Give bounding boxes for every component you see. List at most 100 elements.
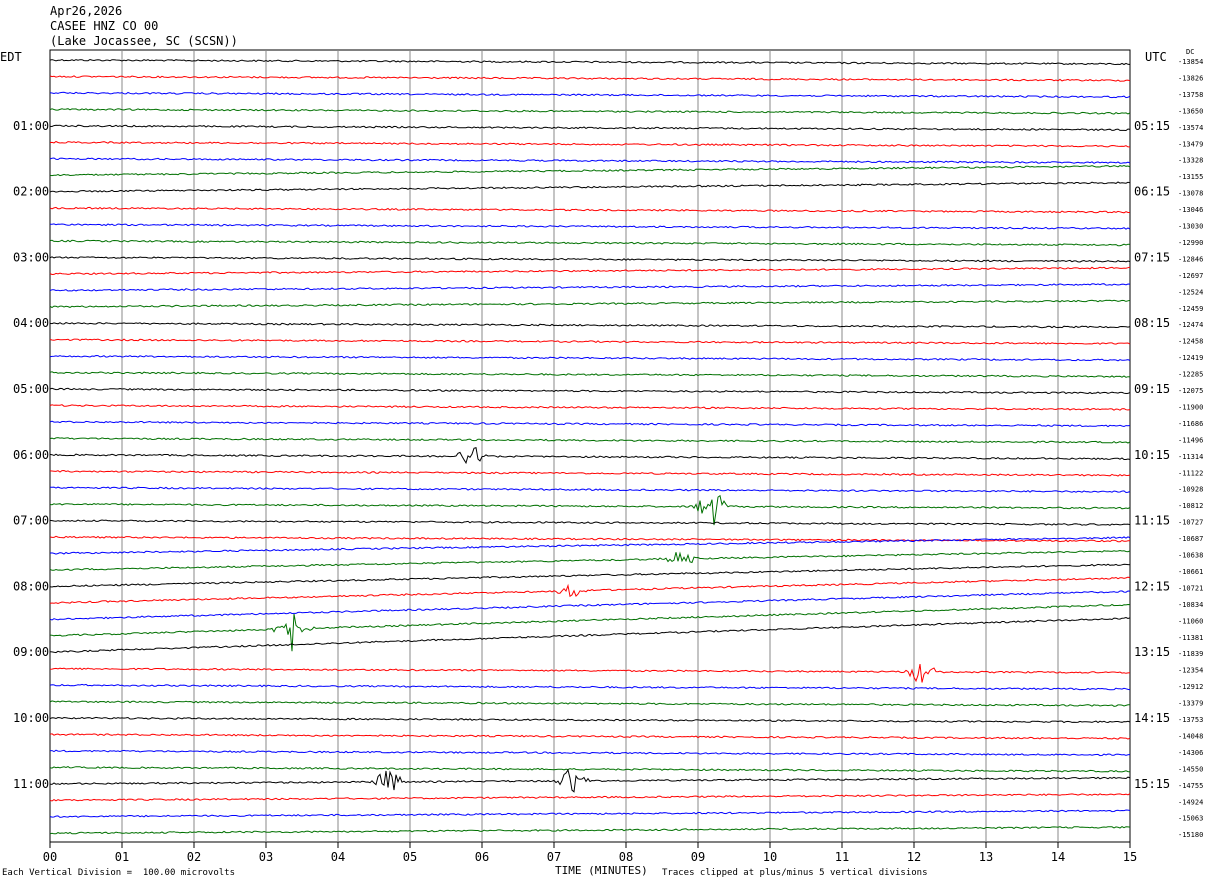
- edt-time-label: 07:00: [13, 514, 49, 528]
- seismic-trace: [49, 768, 1131, 793]
- dc-offset-label: -14755: [1178, 782, 1203, 790]
- dc-offset-label: -12912: [1178, 683, 1203, 691]
- seismic-trace: [49, 164, 1131, 177]
- x-tick-label: 00: [43, 850, 57, 864]
- dc-offset-label: -13379: [1178, 700, 1203, 708]
- edt-time-label: 01:00: [13, 119, 49, 133]
- dc-offset-label: -11381: [1178, 634, 1203, 642]
- seismic-trace: [49, 603, 1131, 652]
- dc-offset-label: -13826: [1178, 74, 1203, 82]
- seismic-trace: [49, 404, 1131, 411]
- dc-offset-label: -14550: [1178, 765, 1203, 773]
- dc-offset-label: -10834: [1178, 601, 1203, 609]
- seismic-trace: [49, 576, 1131, 605]
- dc-offset-label: -13758: [1178, 91, 1203, 99]
- edt-time-label: 08:00: [13, 579, 49, 593]
- seismic-trace: [49, 616, 1131, 654]
- edt-time-label: 09:00: [13, 645, 49, 659]
- edt-time-label: 04:00: [13, 316, 49, 330]
- x-tick-label: 13: [979, 850, 993, 864]
- seismic-trace: [49, 766, 1131, 773]
- dc-offset-label: -12075: [1178, 387, 1203, 395]
- x-tick-label: 07: [547, 850, 561, 864]
- clip-note: Traces clipped at plus/minus 5 vertical …: [662, 868, 928, 878]
- dc-offset-label: -11839: [1178, 650, 1203, 658]
- edt-time-label: 11:00: [13, 777, 49, 791]
- utc-time-label: 06:15: [1134, 185, 1170, 199]
- seismic-trace: [49, 549, 1131, 571]
- utc-time-label: 13:15: [1134, 645, 1170, 659]
- seismic-trace: [49, 563, 1131, 588]
- seismic-trace: [49, 733, 1131, 740]
- seismic-trace: [49, 75, 1131, 82]
- seismic-trace: [49, 590, 1131, 621]
- dc-offset-label: -10687: [1178, 535, 1203, 543]
- dc-offset-label: -12458: [1178, 338, 1203, 346]
- seismic-trace: [49, 716, 1131, 724]
- utc-time-label: 14:15: [1134, 711, 1170, 725]
- edt-time-label: 03:00: [13, 250, 49, 264]
- seismic-trace: [49, 387, 1131, 395]
- seismic-trace: [49, 683, 1131, 691]
- dc-offset-label: -12354: [1178, 667, 1203, 675]
- dc-offset-label: -10638: [1178, 552, 1203, 560]
- dc-offset-label: -12524: [1178, 288, 1203, 296]
- x-tick-label: 11: [835, 850, 849, 864]
- seismic-trace: [49, 469, 1131, 477]
- seismic-trace: [49, 536, 1131, 555]
- dc-offset-label: -13854: [1178, 58, 1203, 66]
- dc-offset-label: -12419: [1178, 354, 1203, 362]
- header-location: (Lake Jocassee, SC (SCSN)): [50, 34, 238, 48]
- x-tick-label: 06: [475, 850, 489, 864]
- dc-offset-label: -11496: [1178, 436, 1203, 444]
- dc-offset-label: -12285: [1178, 371, 1203, 379]
- seismic-trace: [49, 700, 1130, 707]
- dc-offset-label: -11314: [1178, 453, 1203, 461]
- seismic-trace: [49, 266, 1131, 276]
- dc-offset-label: -10928: [1178, 486, 1203, 494]
- dc-offset-label: -13753: [1178, 716, 1203, 724]
- dc-offset-label: -10721: [1178, 584, 1203, 592]
- seismic-trace: [49, 206, 1130, 214]
- seismic-trace: [49, 322, 1131, 329]
- x-tick-label: 04: [331, 850, 345, 864]
- seismic-trace: [49, 338, 1131, 345]
- seismic-trace: [49, 354, 1131, 362]
- seismic-trace: [49, 91, 1131, 99]
- left-axis-label: EDT: [0, 50, 22, 64]
- seismic-trace: [49, 371, 1131, 378]
- seismic-trace: [49, 809, 1131, 818]
- dc-offset-label: -13046: [1178, 206, 1203, 214]
- dc-offset-label: -12474: [1178, 321, 1203, 329]
- dc-offset-label: -12990: [1178, 239, 1203, 247]
- seismic-trace: [50, 486, 1131, 494]
- dc-offset-label: -13078: [1178, 190, 1203, 198]
- seismic-trace: [49, 420, 1131, 428]
- dc-offset-label: -10661: [1178, 568, 1203, 576]
- x-tick-label: 10: [763, 850, 777, 864]
- seismic-trace: [50, 223, 1131, 230]
- seismic-trace: [49, 140, 1130, 148]
- utc-time-label: 07:15: [1134, 250, 1170, 264]
- edt-time-label: 02:00: [13, 185, 49, 199]
- dc-offset-label: -15180: [1178, 831, 1203, 839]
- dc-offset-label: -11686: [1178, 420, 1203, 428]
- utc-time-label: 11:15: [1134, 514, 1170, 528]
- x-tick-label: 12: [907, 850, 921, 864]
- dc-offset-label: -12697: [1178, 272, 1203, 280]
- edt-time-label: 05:00: [13, 382, 49, 396]
- utc-time-label: 10:15: [1134, 448, 1170, 462]
- dc-offset-label: -12459: [1178, 305, 1203, 313]
- x-tick-label: 05: [403, 850, 417, 864]
- x-tick-label: 14: [1051, 850, 1065, 864]
- dc-offset-label: -14048: [1178, 732, 1203, 740]
- dc-offset-label: -14924: [1178, 798, 1203, 806]
- edt-time-label: 10:00: [13, 711, 49, 725]
- right-axis-label: UTC: [1145, 50, 1167, 64]
- dc-offset-label: -15063: [1178, 815, 1203, 823]
- scale-note: Each Vertical Division = 100.00 microvol…: [2, 868, 235, 878]
- dc-offset-label: -12846: [1178, 255, 1203, 263]
- dc-offset-label: -11060: [1178, 617, 1203, 625]
- utc-time-label: 09:15: [1134, 382, 1170, 396]
